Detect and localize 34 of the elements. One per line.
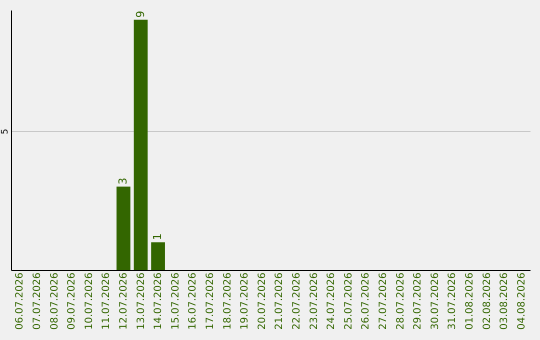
x-tick-label: 16.07.2026	[188, 272, 199, 330]
x-tick-label: 08.07.2026	[49, 272, 60, 330]
x-tick-label: 12.07.2026	[118, 272, 130, 330]
x-tick-label: 26.07.2026	[360, 272, 372, 330]
x-tick-label: 28.07.2026	[395, 272, 406, 330]
x-tick-label: 23.07.2026	[308, 272, 320, 330]
x-tick-label: 25.07.2026	[343, 272, 354, 330]
y-tick-label: 5	[0, 128, 10, 134]
x-tick-label: 11.07.2026	[101, 272, 112, 330]
x-tick-label: 21.07.2026	[274, 272, 286, 330]
x-tick-label: 09.07.2026	[66, 272, 78, 330]
x-tick-label: 19.07.2026	[240, 272, 251, 330]
x-tick-label: 22.07.2026	[291, 272, 302, 330]
x-tick-label: 20.07.2026	[256, 272, 268, 330]
x-tick-label: 10.07.2026	[84, 272, 95, 330]
x-tick-label: 03.08.2026	[499, 272, 510, 330]
x-tick-label: 01.08.2026	[464, 272, 476, 330]
x-tick-label: 30.07.2026	[430, 272, 441, 330]
x-tick-label: 17.07.2026	[204, 272, 216, 330]
x-tick-label: 29.07.2026	[412, 272, 424, 330]
x-tick-label: 06.07.2026	[14, 272, 26, 330]
x-tick-label: 31.07.2026	[447, 272, 458, 330]
x-tick-label: 02.08.2026	[482, 272, 493, 330]
x-tick-label: 07.07.2026	[32, 272, 43, 330]
x-tick-label: 18.07.2026	[222, 272, 234, 330]
x-tick-label: 13.07.2026	[136, 272, 147, 330]
x-tick-label: 27.07.2026	[378, 272, 389, 330]
x-tick-label: 14.07.2026	[153, 272, 164, 330]
data-label: 3	[116, 178, 130, 185]
x-tick-label: 15.07.2026	[170, 272, 182, 330]
data-label: 9	[134, 10, 147, 18]
data-label: 1	[151, 233, 164, 240]
x-tick-label: 04.08.2026	[516, 272, 528, 330]
x-tick-label: 24.07.2026	[326, 272, 338, 330]
